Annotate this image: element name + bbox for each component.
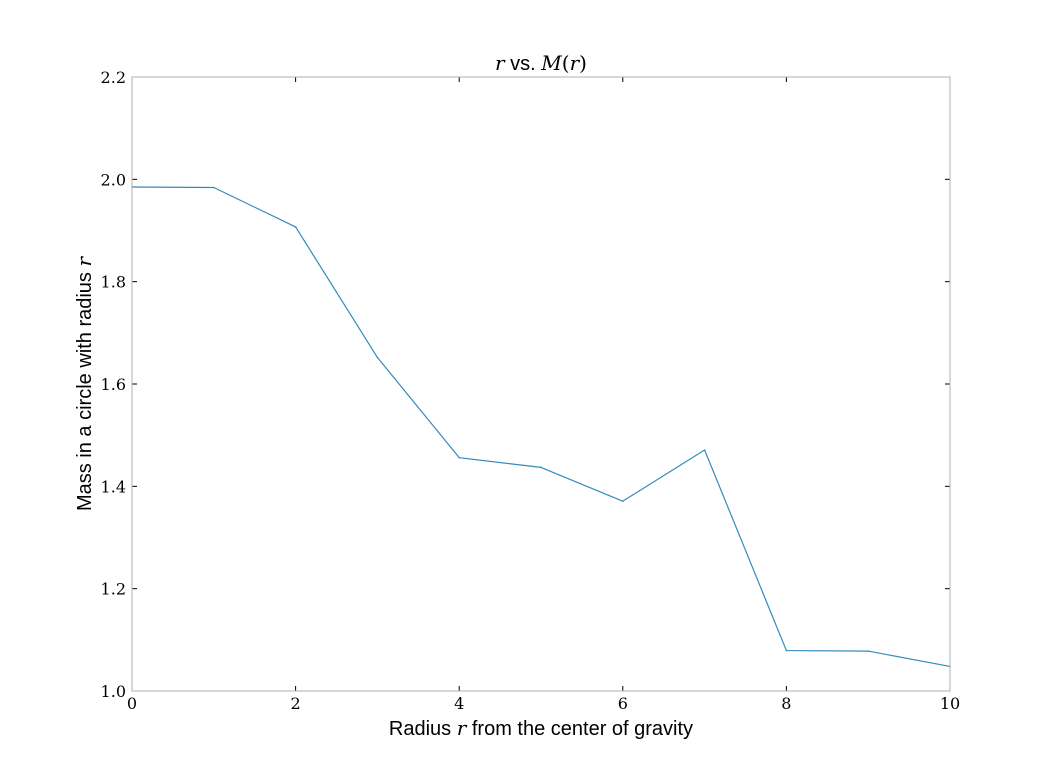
data-point: [703, 449, 706, 451]
x-tick-label: 10: [940, 694, 960, 713]
x-tick-label: 2: [291, 694, 301, 713]
data-point: [294, 226, 297, 228]
y-axis-title: Mass in a circle with radius r: [72, 256, 96, 512]
series-line: [131, 186, 951, 668]
x-tick-label: 4: [454, 694, 464, 713]
y-tick-label: 2.2: [101, 68, 126, 87]
x-axis-title-part: from the center of gravity: [466, 718, 693, 740]
plot-area-frame: [131, 76, 951, 692]
series-group: [131, 186, 951, 668]
data-point: [785, 649, 788, 652]
axis-ticks: 0 2 4 6 8 10 1.0 1.2 1.4 1.6 1.8 2.0 2.2: [101, 68, 961, 713]
chart-title-text: r vs. M(r): [495, 51, 587, 75]
x-tick-label: 8: [781, 694, 791, 713]
x-axis-label: Radius r from the center of gravity: [389, 716, 693, 740]
y-tick-label: 1.8: [101, 273, 126, 292]
data-point: [622, 500, 624, 502]
data-point: [376, 356, 379, 359]
y-tick-label: 1.6: [101, 375, 126, 394]
y-tick-label: 2.0: [101, 170, 126, 189]
y-axis-label: Mass in a circle with radius r: [72, 256, 96, 512]
y-axis-title-part: r: [72, 256, 96, 267]
x-tick-label: 0: [127, 694, 137, 713]
chart-title-text-part: (: [562, 51, 570, 75]
y-axis-title-part: Mass in a circle with radius: [74, 267, 96, 512]
data-point: [213, 186, 215, 189]
y-tick-label: 1.2: [101, 580, 126, 599]
chart-title-text-part: ): [579, 51, 587, 75]
data-point: [458, 456, 461, 459]
x-axis-title-part: Radius: [389, 718, 457, 740]
chart-title-text-part: vs.: [505, 53, 542, 75]
x-axis-title: Radius r from the center of gravity: [389, 716, 693, 740]
y-tick-label: 1.4: [101, 477, 126, 496]
chart-title-text-part: M: [540, 51, 562, 75]
y-tick-label: 1.0: [101, 682, 126, 701]
x-axis-title-part: r: [457, 716, 468, 740]
chart-title-text-part: r: [495, 51, 506, 75]
chart-title-text-part: r: [570, 51, 581, 75]
chart-title: r vs. M(r): [495, 51, 587, 75]
x-tick-label: 6: [618, 694, 628, 713]
data-point: [867, 650, 869, 652]
data-point: [540, 466, 542, 469]
